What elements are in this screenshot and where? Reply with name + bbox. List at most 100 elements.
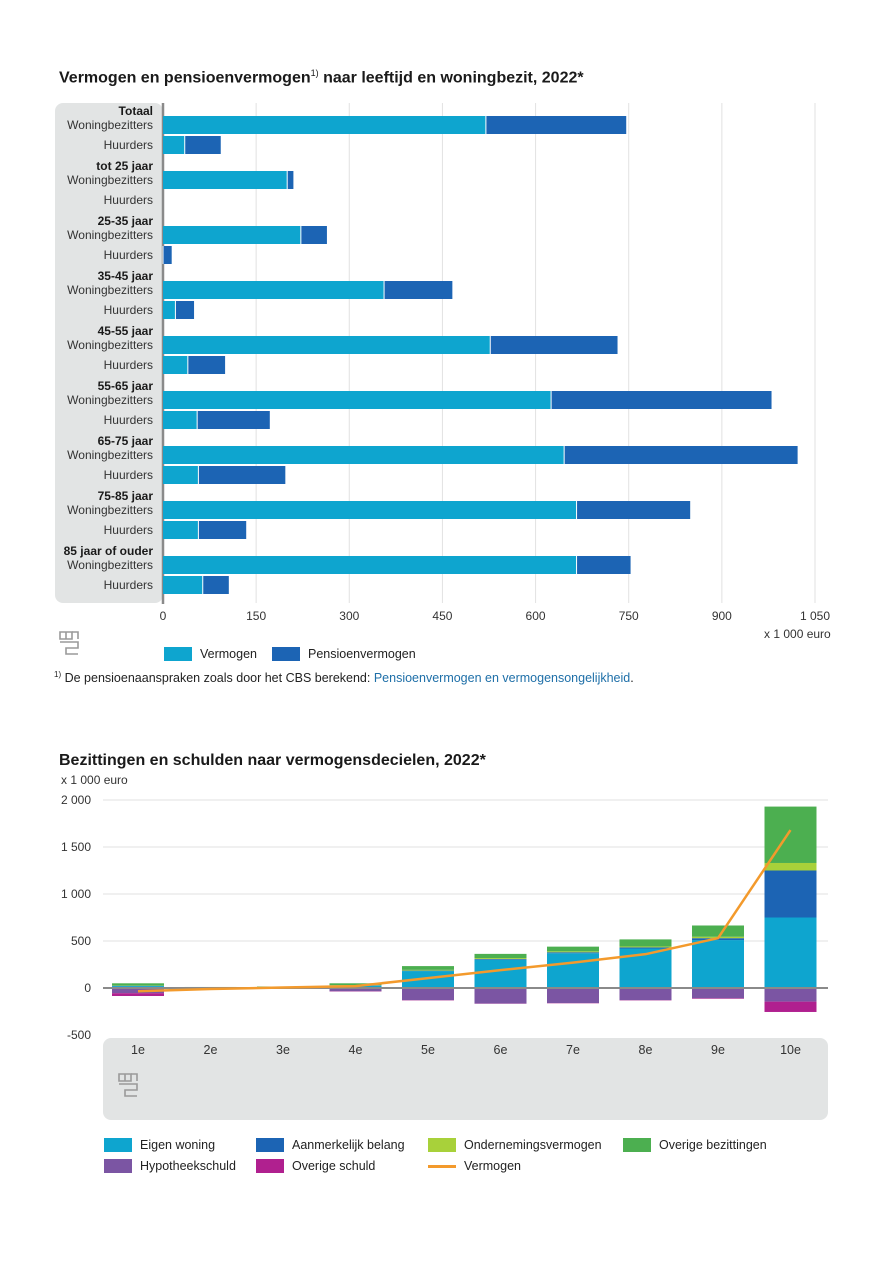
footnote-link[interactable]: Pensioenvermogen en vermogensongelijkhei… xyxy=(373,671,631,686)
y-tick-label: 1 000 xyxy=(61,887,91,901)
legend-label: Ondernemingsvermogen xyxy=(464,1138,602,1152)
bar-positive xyxy=(257,986,309,988)
bar-vermogen xyxy=(163,411,198,429)
bar-pensioenvermogen xyxy=(187,356,226,374)
legend-label: Vermogen xyxy=(200,647,257,661)
x-tick-label: 900 xyxy=(712,609,732,623)
legend-swatch xyxy=(272,647,300,661)
bar-positive xyxy=(474,959,527,988)
bar-vermogen xyxy=(163,226,301,244)
category-label: Woningbezitters xyxy=(67,558,153,572)
bar-pensioenvermogen xyxy=(564,446,798,464)
bar-positive xyxy=(329,985,382,988)
bar-vermogen xyxy=(163,466,199,484)
bar-positive xyxy=(402,971,454,988)
bar-positive xyxy=(764,806,817,863)
chart2-legend-vermogen-line: Vermogen xyxy=(428,1159,521,1173)
category-label: Huurders xyxy=(104,578,153,592)
chart1-plot: 0 150 300 450 600 750 900 1 050TotaalWoningbezi… xyxy=(55,103,830,655)
bar-vermogen xyxy=(163,116,486,134)
chart2-legend-hypotheekschuld: Hypotheekschuld xyxy=(104,1159,236,1173)
bar-positive xyxy=(692,940,744,988)
bar-positive xyxy=(619,948,672,988)
bar-positive xyxy=(112,986,164,988)
category-label: Huurders xyxy=(104,248,153,262)
x-tick-label: 5e xyxy=(421,1043,435,1057)
x-tick-label: 10e xyxy=(780,1043,801,1057)
group-label: Totaal xyxy=(119,104,153,118)
x-tick-label: 1e xyxy=(131,1043,145,1057)
chart2-legend-overige-bezittingen: Overige bezittingen xyxy=(623,1138,767,1152)
bar-negative xyxy=(474,988,527,1004)
bar-positive xyxy=(619,947,672,949)
category-label: Woningbezitters xyxy=(67,118,153,132)
x-tick-label: 300 xyxy=(339,609,359,623)
bar-pensioenvermogen xyxy=(184,136,221,154)
cbs-logo-icon xyxy=(118,1073,138,1097)
x-tick-label: 600 xyxy=(526,609,546,623)
bar-vermogen xyxy=(163,576,203,594)
bar-vermogen xyxy=(163,281,385,299)
x-tick-label: 8e xyxy=(639,1043,653,1057)
bar-negative xyxy=(619,988,672,1001)
category-label: Woningbezitters xyxy=(67,228,153,242)
bar-vermogen xyxy=(163,501,577,519)
group-label: 85 jaar of ouder xyxy=(64,544,154,558)
bar-pensioenvermogen xyxy=(198,521,247,539)
bar-vermogen xyxy=(163,356,188,374)
bar-negative xyxy=(402,988,454,1001)
logo-part xyxy=(60,641,79,655)
chart1-title-rest: naar leeftijd en woningbezit, 2022* xyxy=(318,69,584,87)
bar-pensioenvermogen xyxy=(287,171,294,189)
legend-label: Aanmerkelijk belang xyxy=(292,1138,405,1152)
footnote-end: . xyxy=(630,671,634,686)
label-panel xyxy=(55,103,163,603)
legend-label: Overige bezittingen xyxy=(659,1138,767,1152)
bar-positive xyxy=(547,951,599,953)
bar-pensioenvermogen xyxy=(197,411,270,429)
bar-vermogen xyxy=(163,301,176,319)
bar-vermogen xyxy=(163,336,491,354)
bar-negative xyxy=(329,988,382,992)
group-label: 35-45 jaar xyxy=(98,269,154,283)
x-tick-label: 6e xyxy=(494,1043,508,1057)
logo-part xyxy=(118,1073,132,1082)
legend-swatch xyxy=(428,1138,456,1152)
bar-pensioenvermogen xyxy=(300,226,327,244)
legend-swatch xyxy=(256,1159,284,1173)
y-tick-label: -500 xyxy=(67,1028,91,1042)
cbs-logo-icon xyxy=(59,631,79,655)
bar-vermogen xyxy=(163,136,185,154)
category-label: Huurders xyxy=(104,138,153,152)
bar-pensioenvermogen xyxy=(202,576,229,594)
bar-negative xyxy=(692,988,744,999)
chart1-legend-pensioen: Pensioenvermogen xyxy=(272,647,416,661)
bar-positive xyxy=(474,958,527,960)
legend-swatch xyxy=(104,1159,132,1173)
logo-part xyxy=(131,1073,138,1081)
bar-positive xyxy=(184,986,237,988)
category-label: Woningbezitters xyxy=(67,393,153,407)
x-tick-label: 4e xyxy=(349,1043,363,1057)
legend-label: Overige schuld xyxy=(292,1159,376,1173)
y-tick-label: 2 000 xyxy=(61,793,91,807)
x-tick-label: 450 xyxy=(432,609,452,623)
legend-label: Vermogen xyxy=(464,1159,521,1173)
bar-positive xyxy=(547,952,599,954)
legend-line-swatch xyxy=(428,1164,456,1168)
x-tick-label: 3e xyxy=(276,1043,290,1057)
bar-pensioenvermogen xyxy=(384,281,453,299)
bar-positive xyxy=(547,946,599,952)
chart2-legend-ondernemingsvermogen: Ondernemingsvermogen xyxy=(428,1138,602,1152)
footnote-sup: 1) xyxy=(54,670,62,679)
chart1-title-sup: 1) xyxy=(310,68,319,78)
bar-vermogen xyxy=(163,171,288,189)
bar-vermogen xyxy=(163,446,565,464)
group-label: tot 25 jaar xyxy=(96,159,153,173)
bar-negative xyxy=(547,988,599,1004)
legend-swatch xyxy=(256,1138,284,1152)
category-label: Huurders xyxy=(104,523,153,537)
y-tick-label: 1 500 xyxy=(61,840,91,854)
bar-positive xyxy=(764,917,817,988)
category-label: Woningbezitters xyxy=(67,448,153,462)
